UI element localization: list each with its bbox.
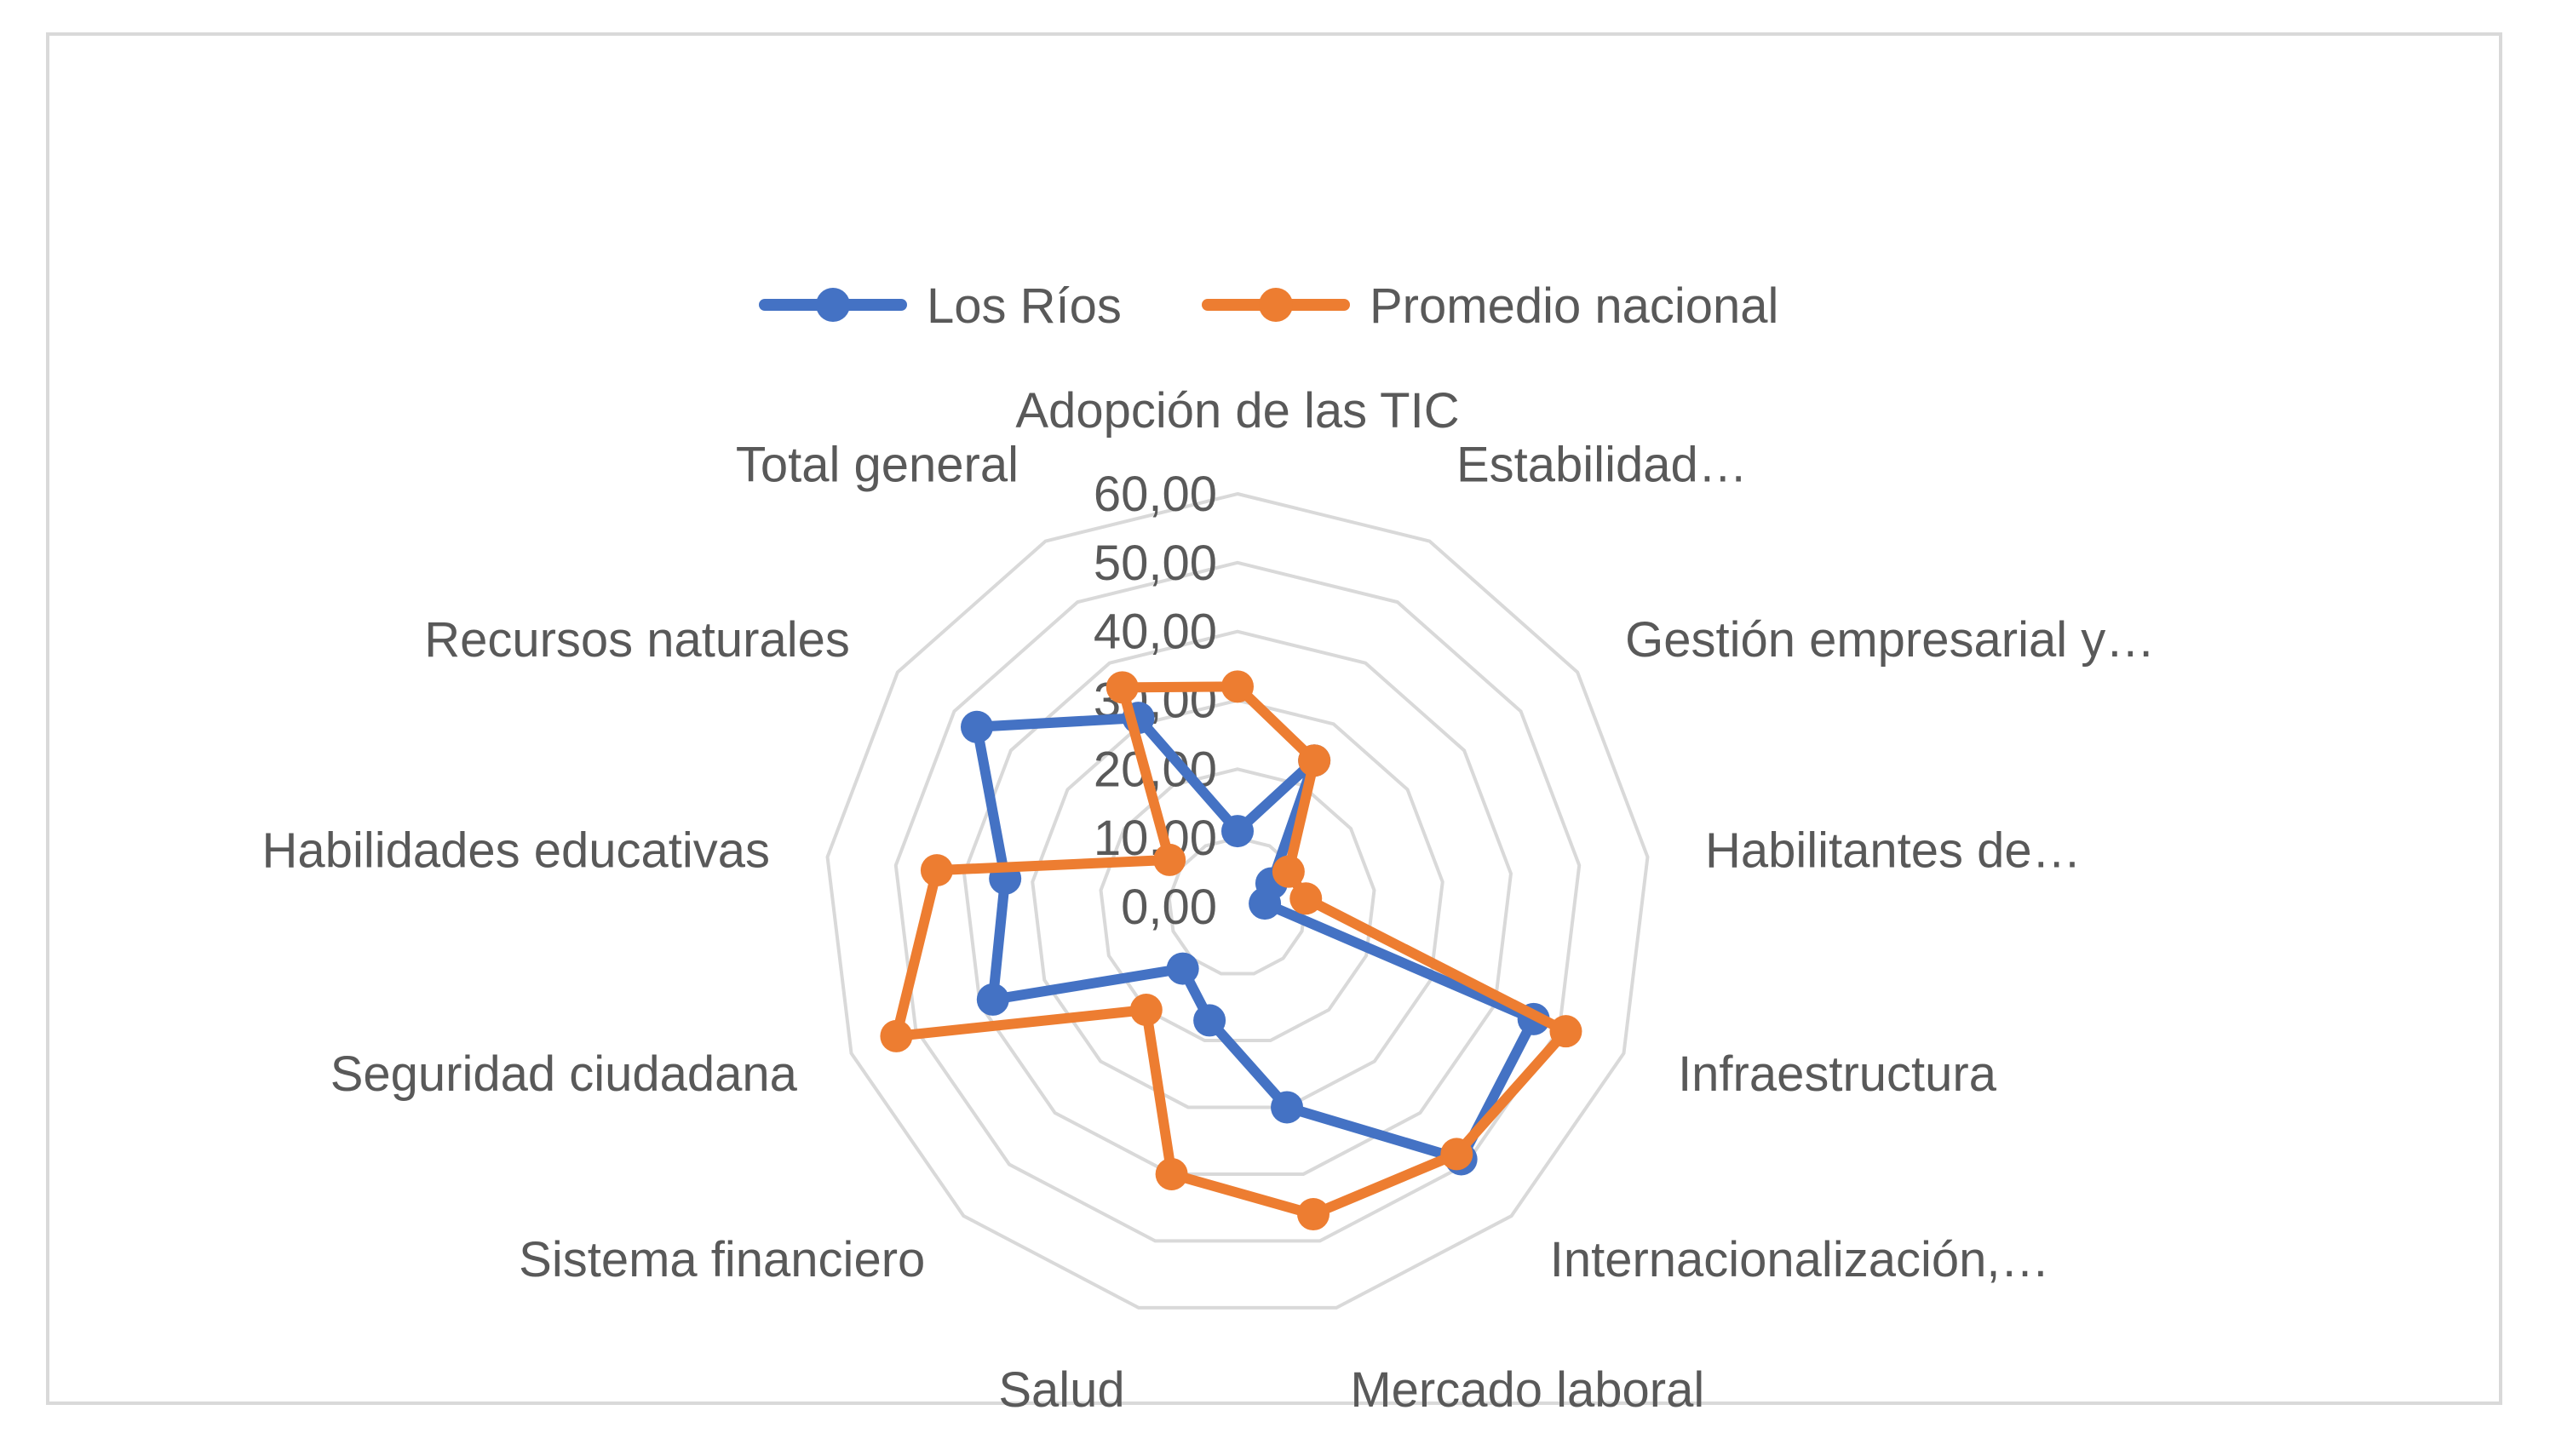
- legend-marker-1: [1259, 288, 1293, 322]
- category-label: Gestión empresarial y…: [1625, 612, 2155, 668]
- data-point: [1166, 952, 1199, 985]
- data-point: [1106, 671, 1139, 704]
- legend-label-1: Promedio nacional: [1370, 278, 1778, 334]
- data-point: [1155, 1157, 1188, 1190]
- data-point: [1296, 1198, 1330, 1231]
- category-label: Recursos naturales: [424, 612, 850, 668]
- grid-ring: [1031, 698, 1444, 1109]
- chart-frame: 0,00 10,00 20,00 30,00 40,00 50,00 60,00 Adopc…: [46, 32, 2502, 1408]
- data-point: [1440, 1138, 1473, 1171]
- series-1: [880, 670, 1582, 1231]
- series-line: [971, 713, 1539, 1165]
- axis-tick-label: 50,00: [1094, 536, 1217, 591]
- legend: Los Ríos Promedio nacional: [759, 278, 1778, 334]
- category-label: Estabilidad…: [1456, 437, 1748, 492]
- data-point: [1289, 882, 1323, 915]
- data-point: [1221, 670, 1254, 703]
- data-point: [1221, 815, 1254, 848]
- data-point: [880, 1019, 913, 1052]
- grid-ring: [825, 491, 1650, 1310]
- data-point: [1271, 1091, 1304, 1124]
- legend-marker-0: [816, 288, 850, 322]
- data-point: [1272, 855, 1305, 888]
- grid-ring: [893, 560, 1582, 1243]
- category-label: Infraestructura: [1678, 1046, 1997, 1102]
- data-point: [1549, 1015, 1582, 1048]
- axis-tick-label: 60,00: [1094, 467, 1217, 522]
- data-point: [1129, 994, 1163, 1027]
- category-label: Salud: [998, 1362, 1124, 1408]
- series-layer: [880, 670, 1582, 1231]
- data-point: [960, 710, 993, 743]
- data-point: [1153, 843, 1186, 876]
- axis-tick-label: 0,00: [1121, 880, 1217, 935]
- category-label: Sistema financiero: [519, 1232, 925, 1287]
- legend-label-0: Los Ríos: [927, 278, 1122, 334]
- grid-ring: [1099, 767, 1376, 1042]
- category-label: Habilitantes de…: [1705, 823, 2082, 878]
- data-point: [1193, 1004, 1226, 1037]
- category-label: Total general: [736, 437, 1019, 492]
- data-point: [976, 983, 1009, 1016]
- category-label: Seguridad ciudadana: [330, 1046, 798, 1102]
- category-label: Mercado laboral: [1350, 1362, 1704, 1408]
- category-label: Adopción de las TIC: [1015, 383, 1459, 439]
- category-label: Habilidades educativas: [262, 823, 770, 878]
- data-point: [920, 854, 953, 887]
- axis-tick-label: 40,00: [1094, 605, 1217, 660]
- data-point: [1249, 887, 1282, 920]
- data-point: [1298, 744, 1331, 777]
- category-label: Internacionalización,…: [1550, 1232, 2050, 1287]
- grid-ring: [962, 629, 1513, 1176]
- radar-grid: [825, 491, 1650, 1310]
